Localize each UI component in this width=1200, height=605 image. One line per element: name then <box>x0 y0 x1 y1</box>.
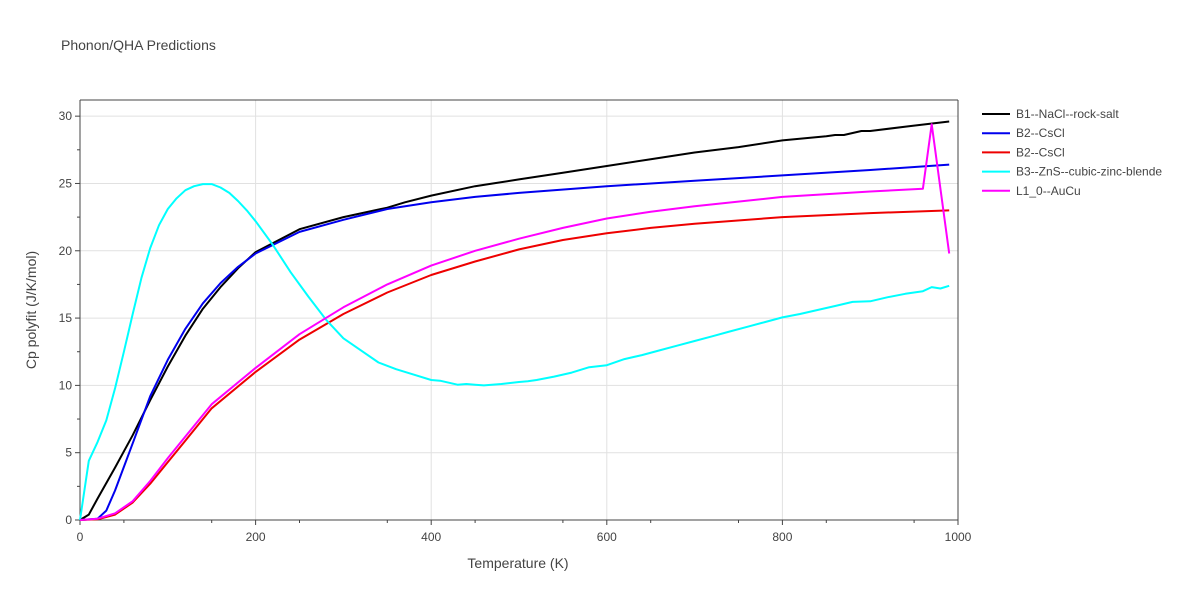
y-tick-label: 30 <box>59 109 73 123</box>
legend-label: L1_0--AuCu <box>1016 184 1081 198</box>
chart-title: Phonon/QHA Predictions <box>61 37 216 53</box>
x-tick-label: 200 <box>246 530 266 544</box>
y-axis-label: Cp polyfit (J/K/mol) <box>23 251 39 369</box>
x-tick-label: 1000 <box>945 530 972 544</box>
legend-label: B3--ZnS--cubic-zinc-blende <box>1016 165 1162 179</box>
series-line-2 <box>79 163 950 521</box>
y-tick-label: 20 <box>59 244 73 258</box>
series-lines <box>79 120 951 521</box>
y-tick-label: 25 <box>59 176 73 190</box>
y-tick-label: 5 <box>65 446 72 460</box>
x-tick-label: 0 <box>77 530 84 544</box>
x-tick-label: 400 <box>421 530 441 544</box>
y-tick-label: 0 <box>65 513 72 527</box>
grid <box>80 100 959 520</box>
series-line-4 <box>79 183 950 521</box>
x-tick-label: 600 <box>597 530 617 544</box>
series-line-5 <box>79 123 951 521</box>
x-axis-label: Temperature (K) <box>467 555 568 571</box>
y-tick-label: 15 <box>59 311 73 325</box>
legend-label: B2--CsCl <box>1016 126 1065 140</box>
x-tick-label: 800 <box>772 530 792 544</box>
axes: 0 200 400 600 800 1000 0 5 10 15 20 25 30 <box>59 99 972 544</box>
legend-label: B1--NaCl--rock-salt <box>1016 107 1119 121</box>
legend: B1--NaCl--rock-salt B2--CsCl B2--CsCl B3--Z… <box>982 107 1162 198</box>
legend-label: B2--CsCl <box>1016 145 1065 159</box>
y-tick-label: 10 <box>59 378 73 392</box>
series-line-3 <box>79 209 950 521</box>
series-line-1 <box>79 120 950 521</box>
